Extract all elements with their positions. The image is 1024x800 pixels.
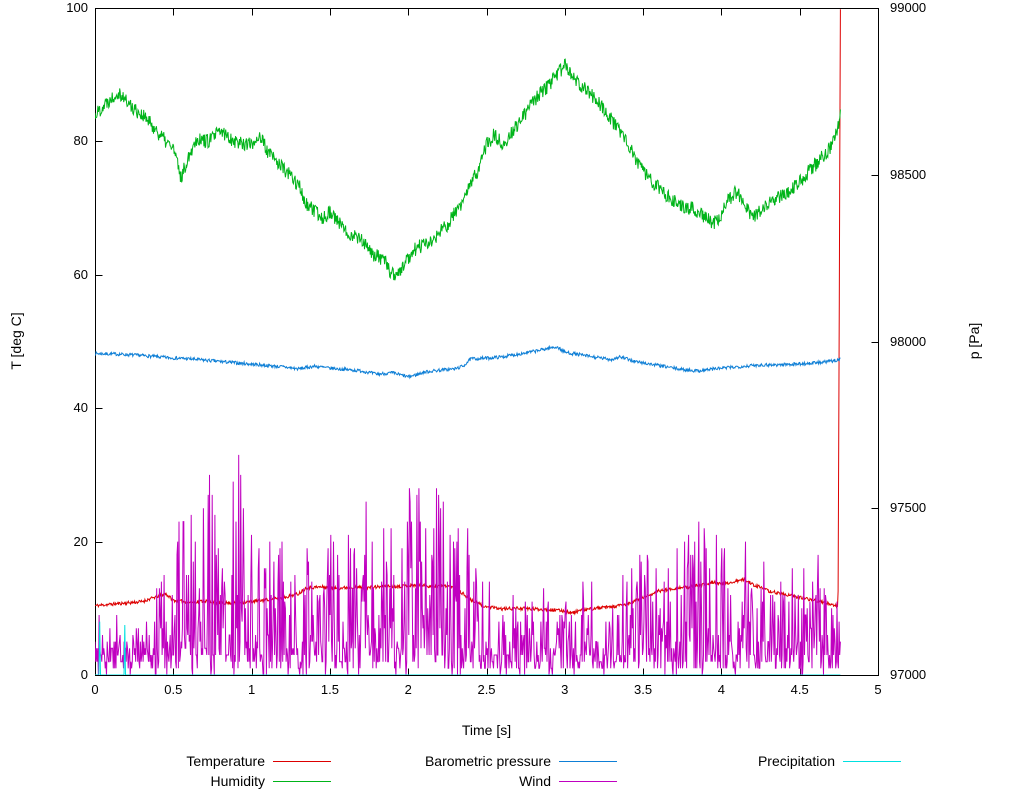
x-tick-label: 2.5	[477, 682, 496, 697]
legend-label-temperature: Temperature	[186, 753, 265, 769]
x-tick-label: 1	[247, 682, 256, 697]
y-axis-label-left: T [deg C]	[8, 312, 24, 370]
y-tick-label: 100	[66, 0, 88, 15]
y2-tick-label: 98500	[890, 166, 927, 182]
y-tick-label: 60	[73, 266, 88, 282]
y-tick-label: 40	[73, 400, 88, 416]
x-tick-label: 0.5	[164, 682, 183, 697]
y2-tick-label: 97000	[890, 667, 927, 682]
x-tick-label: 5	[874, 682, 882, 697]
legend-line-temperature	[273, 761, 331, 762]
legend-label-barometric-pressure: Barometric pressure	[424, 753, 551, 769]
y-tick-label: 0	[80, 667, 88, 682]
legend-label-precipitation: Precipitation	[757, 753, 835, 769]
legend-line-barometric-pressure	[559, 761, 617, 762]
y-axis-label-right: p [Pa]	[966, 322, 982, 360]
x-tick-label: 4	[717, 682, 726, 697]
x-tick-label: 3.5	[634, 682, 653, 697]
y2-tick-label: 97500	[890, 500, 927, 516]
x-tick-label: 4.5	[790, 682, 809, 697]
legend-line-humidity	[273, 781, 331, 782]
y-tick-label: 80	[73, 133, 88, 149]
x-tick-label: 0	[91, 682, 99, 697]
y2-tick-label: 98000	[890, 333, 927, 349]
legend-label-wind: Wind	[519, 773, 551, 789]
y-tick-label: 20	[73, 533, 88, 549]
y2-tick-label: 99000	[890, 0, 927, 15]
x-tick-label: 3	[561, 682, 569, 697]
legend-label-humidity: Humidity	[210, 773, 265, 789]
x-tick-label: 1.5	[320, 682, 339, 697]
x-axis-label: Time [s]	[461, 722, 512, 738]
x-tick-label: 2	[404, 682, 412, 697]
legend-line-precipitation	[843, 761, 901, 762]
legend-line-wind	[559, 781, 617, 782]
